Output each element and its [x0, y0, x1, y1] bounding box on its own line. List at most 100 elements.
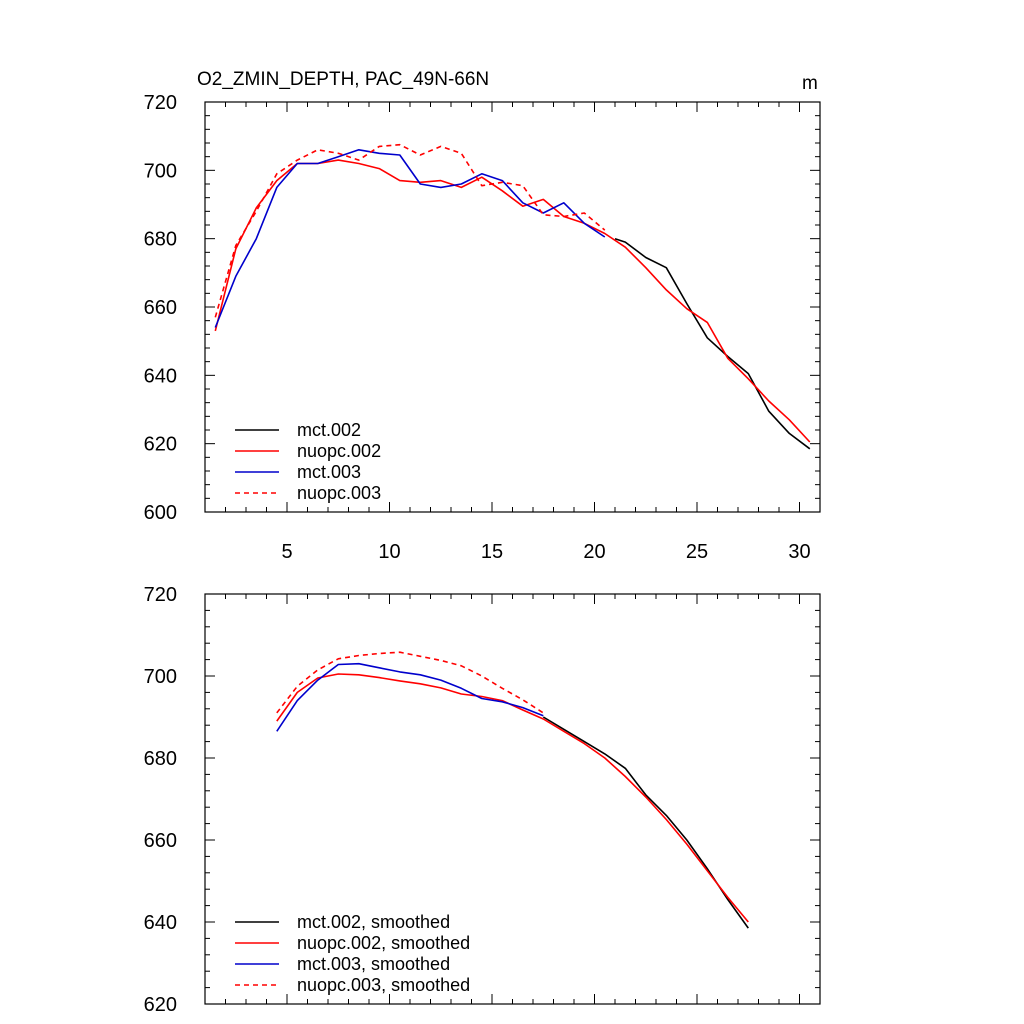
data-point [686, 839, 688, 841]
series-3 [276, 651, 544, 714]
data-point [542, 199, 544, 201]
data-point [809, 448, 811, 450]
data-point [501, 181, 503, 183]
data-point [440, 187, 442, 189]
series-0 [542, 716, 749, 929]
data-point [235, 275, 237, 277]
data-point [296, 159, 298, 161]
series-2 [276, 662, 544, 733]
data-point [337, 664, 339, 666]
data-point [214, 327, 216, 329]
data-point [460, 187, 462, 189]
data-point [214, 316, 216, 318]
data-point [378, 677, 380, 679]
data-point [358, 655, 360, 657]
data-point [399, 144, 401, 146]
series-line [542, 716, 749, 929]
data-point [235, 245, 237, 247]
data-point [727, 897, 729, 899]
data-point [276, 180, 278, 182]
data-point [419, 683, 421, 685]
data-point [419, 154, 421, 156]
y-tick-label: 700 [144, 666, 177, 688]
data-point [542, 712, 544, 714]
x-tick-label: 5 [281, 541, 292, 563]
series-line [214, 159, 811, 443]
data-point [501, 180, 503, 182]
y-tick-label: 720 [144, 584, 177, 606]
y-tick-label: 660 [144, 297, 177, 319]
data-point [358, 159, 360, 161]
data-point [276, 712, 278, 714]
legend-label: nuopc.002, smoothed [297, 933, 470, 953]
data-point [686, 303, 688, 305]
data-point [399, 651, 401, 653]
data-point [337, 156, 339, 158]
legend-label: mct.003 [297, 462, 361, 482]
data-point [522, 185, 524, 187]
data-point [522, 205, 524, 207]
data-point [399, 154, 401, 156]
data-point [747, 927, 749, 929]
data-point [522, 699, 524, 701]
series-line [214, 143, 606, 318]
data-point [604, 757, 606, 759]
data-point [706, 870, 708, 872]
y-tick-label: 640 [144, 912, 177, 934]
data-point [501, 701, 503, 703]
data-point [337, 152, 339, 154]
x-tick-label: 15 [481, 541, 503, 563]
data-point [624, 246, 626, 248]
data-point [440, 180, 442, 182]
series-line [276, 662, 544, 732]
data-point [460, 665, 462, 667]
data-point [481, 696, 483, 698]
y-tick-label: 660 [144, 830, 177, 852]
data-point [358, 149, 360, 151]
data-point [276, 731, 278, 733]
legend-label: mct.002 [297, 420, 361, 440]
data-point [296, 700, 298, 702]
data-point [378, 168, 380, 170]
data-point [645, 267, 647, 269]
data-point [665, 815, 667, 817]
data-point [665, 819, 667, 821]
data-point [317, 149, 319, 151]
data-point [542, 715, 544, 717]
data-point [583, 743, 585, 745]
data-point [583, 222, 585, 224]
series-1 [276, 673, 749, 923]
data-point [255, 211, 257, 213]
y-tick-label: 720 [144, 92, 177, 114]
data-point [378, 146, 380, 148]
data-point [747, 373, 749, 375]
series-line [276, 673, 749, 923]
data-point [604, 236, 606, 238]
data-point [440, 679, 442, 681]
data-point [419, 656, 421, 658]
x-tick-label: 10 [378, 541, 400, 563]
data-point [317, 679, 319, 681]
data-point [542, 212, 544, 214]
data-point [563, 202, 565, 204]
data-point [522, 707, 524, 709]
legend-label: nuopc.002 [297, 441, 381, 461]
y-tick-label: 680 [144, 229, 177, 251]
data-point [481, 185, 483, 187]
y-tick-label: 680 [144, 748, 177, 770]
data-point [440, 146, 442, 148]
data-point [727, 357, 729, 359]
data-point [296, 163, 298, 165]
data-point [563, 729, 565, 731]
data-point [686, 843, 688, 845]
data-point [645, 257, 647, 259]
x-tick-label: 30 [788, 541, 810, 563]
data-point [440, 687, 442, 689]
series-3 [214, 143, 606, 318]
data-point [788, 433, 790, 435]
data-point [809, 441, 811, 443]
series-line [276, 651, 544, 714]
data-point [255, 207, 257, 209]
